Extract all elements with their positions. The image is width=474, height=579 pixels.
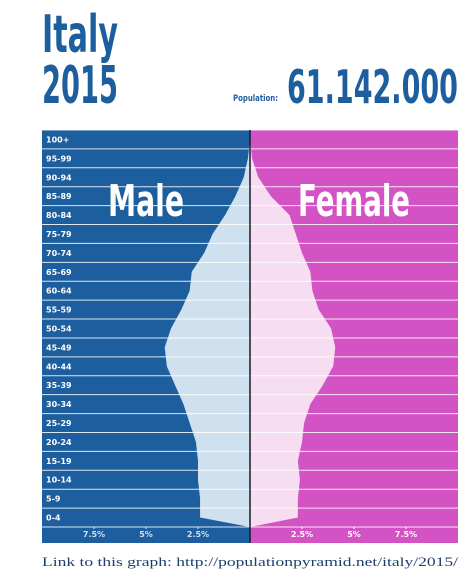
age-label: 10-14 [46,476,72,485]
age-label: 60-64 [46,287,72,296]
footer-link: Link to this graph: http://populationpyr… [42,554,459,569]
age-label: 70-74 [46,249,72,258]
age-label: 65-69 [46,268,72,277]
chart: 0-4 5-9 10-14 15-19 20-24 25-29 30-34 35-39 40-4… [42,129,458,543]
female-label: Female [298,176,410,227]
x-tick-label: 7.5% [83,530,105,539]
age-label: 0-4 [46,514,61,523]
age-label: 25-29 [46,419,72,428]
x-tick-label: 2.5% [187,530,209,539]
title: Italy [42,5,118,65]
population-value: 61.142.000 [287,60,458,114]
male-label: Male [108,176,184,227]
age-label: 40-44 [46,362,72,371]
age-label: 50-54 [46,325,72,334]
age-label: 85-89 [46,192,72,201]
population-label: Population: [233,94,278,104]
age-label: 45-49 [46,343,72,352]
age-label: 90-94 [46,173,72,182]
age-label: 75-79 [46,230,72,239]
age-label: 15-19 [46,457,72,466]
age-label: 100+ [46,135,69,144]
age-label: 20-24 [46,438,72,447]
male-area [164,139,250,527]
age-label: 30-34 [46,400,72,409]
female-area [250,139,336,527]
x-tick-label: 2.5% [291,530,313,539]
x-tick-label: 5% [139,530,153,539]
age-label: 80-84 [46,211,72,220]
age-label: 95-99 [46,154,72,163]
x-tick-label: 7.5% [395,530,417,539]
age-label: 35-39 [46,381,72,390]
age-label: 5-9 [46,495,61,504]
subtitle: 2015 [42,56,118,116]
age-label: 55-59 [46,306,72,315]
x-tick-label: 5% [347,530,361,539]
